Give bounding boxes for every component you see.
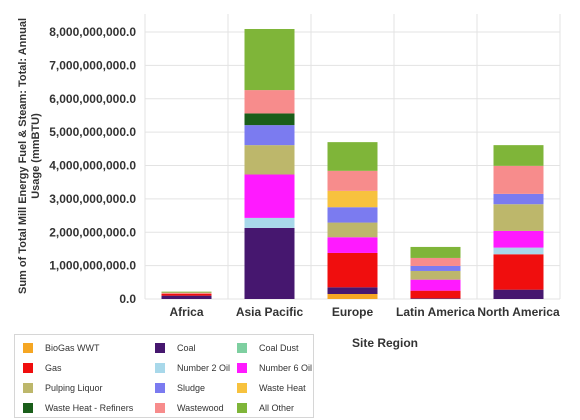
legend-item: Wastewood [155, 400, 224, 416]
bar-segment [493, 247, 544, 255]
grid-lines [144, 14, 561, 300]
bar-segment [327, 142, 378, 171]
bar-segment [244, 28, 295, 91]
x-axis-title: Site Region [352, 336, 418, 350]
legend-swatch [237, 363, 247, 373]
legend-item: All Other [237, 400, 294, 416]
y-tick-label: 7,000,000,000.0 [49, 58, 136, 72]
legend-label: Number 6 Oil [259, 363, 313, 373]
bar-segment [161, 295, 212, 299]
bar-segment [244, 217, 295, 228]
legend-item: BioGas WWT [23, 340, 100, 356]
bar-segment [410, 290, 461, 299]
bar-segment [244, 174, 295, 218]
legend-label: Coal Dust [259, 343, 299, 353]
y-tick-label: 3,000,000,000.0 [49, 192, 136, 206]
bar-segment [327, 287, 378, 294]
bar-segment [327, 222, 378, 238]
bar-segment [161, 291, 212, 293]
bar-segment [410, 279, 461, 291]
bar-segment [410, 298, 461, 299]
bar-segment [244, 90, 295, 114]
bar-segment [410, 270, 461, 280]
x-tick-label: Africa [169, 305, 203, 319]
y-tick-label: 2,000,000,000.0 [49, 225, 136, 239]
y-tick-label: 4,000,000,000.0 [49, 159, 136, 173]
legend-item: Number 2 Oil [155, 360, 230, 376]
legend-label: Gas [45, 363, 62, 373]
legend-label: All Other [259, 403, 295, 413]
bar-segment [327, 252, 378, 288]
legend-item: Coal Dust [237, 340, 299, 356]
bar-segment [327, 190, 378, 208]
legend: BioGas WWT Coal Coal Dust Gas Number 2 Oil Nu… [14, 334, 314, 418]
legend-item: Pulping Liquor [23, 380, 103, 396]
bar-segment [410, 257, 461, 266]
legend-swatch [155, 383, 165, 393]
x-tick-label: Europe [332, 305, 374, 319]
legend-label: Coal [177, 343, 196, 353]
legend-swatch [23, 363, 33, 373]
bar-segment [410, 246, 461, 258]
legend-swatch [237, 343, 247, 353]
bar-segment [244, 227, 295, 299]
bar-segment [327, 293, 378, 299]
legend-swatch [23, 343, 33, 353]
y-tick-label: 1,000,000,000.0 [49, 259, 136, 273]
legend-swatch [237, 383, 247, 393]
y-tick-labels: 0.0 1,000,000,000.0 2,000,000,000.0 3,000,0… [49, 25, 136, 306]
legend-item: Gas [23, 360, 62, 376]
bars [161, 28, 544, 299]
legend-item: Sludge [155, 380, 205, 396]
legend-label: Waste Heat - Refiners [45, 403, 134, 413]
y-tick-label: 8,000,000,000.0 [49, 25, 136, 39]
legend-swatch [155, 343, 165, 353]
x-tick-label: Asia Pacific [236, 305, 304, 319]
legend-swatch [237, 403, 247, 413]
legend-label: Sludge [177, 383, 206, 393]
y-axis-title: Sum of Total Mill Energy Fuel & Steam: T… [17, 18, 42, 294]
legend-label: Wastewood [177, 403, 224, 413]
legend-swatch [23, 403, 33, 413]
legend-item: Number 6 Oil [237, 360, 312, 376]
bar-segment [244, 145, 295, 175]
bar-segment [327, 170, 378, 191]
bar-segment [493, 204, 544, 231]
x-tick-label: Latin America [396, 305, 475, 319]
bar-segment [493, 254, 544, 290]
bar-segment [410, 265, 461, 271]
legend-item: Waste Heat [237, 380, 306, 396]
bar-segment [244, 125, 295, 146]
legend-label: Number 2 Oil [177, 363, 231, 373]
x-tick-labels: Africa Asia Pacific Europe Latin America Nor… [169, 305, 559, 319]
y-tick-label: 5,000,000,000.0 [49, 125, 136, 139]
legend-item: Coal [155, 340, 196, 356]
bar-segment [493, 165, 544, 194]
bar-segment [327, 207, 378, 223]
bar-segment [244, 113, 295, 126]
legend-swatch [155, 363, 165, 373]
legend-label: Waste Heat [259, 383, 306, 393]
legend-swatch [23, 383, 33, 393]
bar-segment [493, 193, 544, 205]
y-tick-label: 6,000,000,000.0 [49, 92, 136, 106]
bar-segment [493, 230, 544, 248]
x-tick-label: North America [477, 305, 560, 319]
y-tick-label: 0.0 [119, 292, 136, 306]
bar-segment [161, 292, 212, 294]
bar-segment [493, 145, 544, 166]
legend-swatch [155, 403, 165, 413]
legend-label: Pulping Liquor [45, 383, 103, 393]
bar-segment [327, 237, 378, 253]
bar-segment [493, 289, 544, 299]
legend-item: Waste Heat - Refiners [23, 400, 133, 416]
bar-segment [161, 293, 212, 296]
legend-label: BioGas WWT [45, 343, 100, 353]
